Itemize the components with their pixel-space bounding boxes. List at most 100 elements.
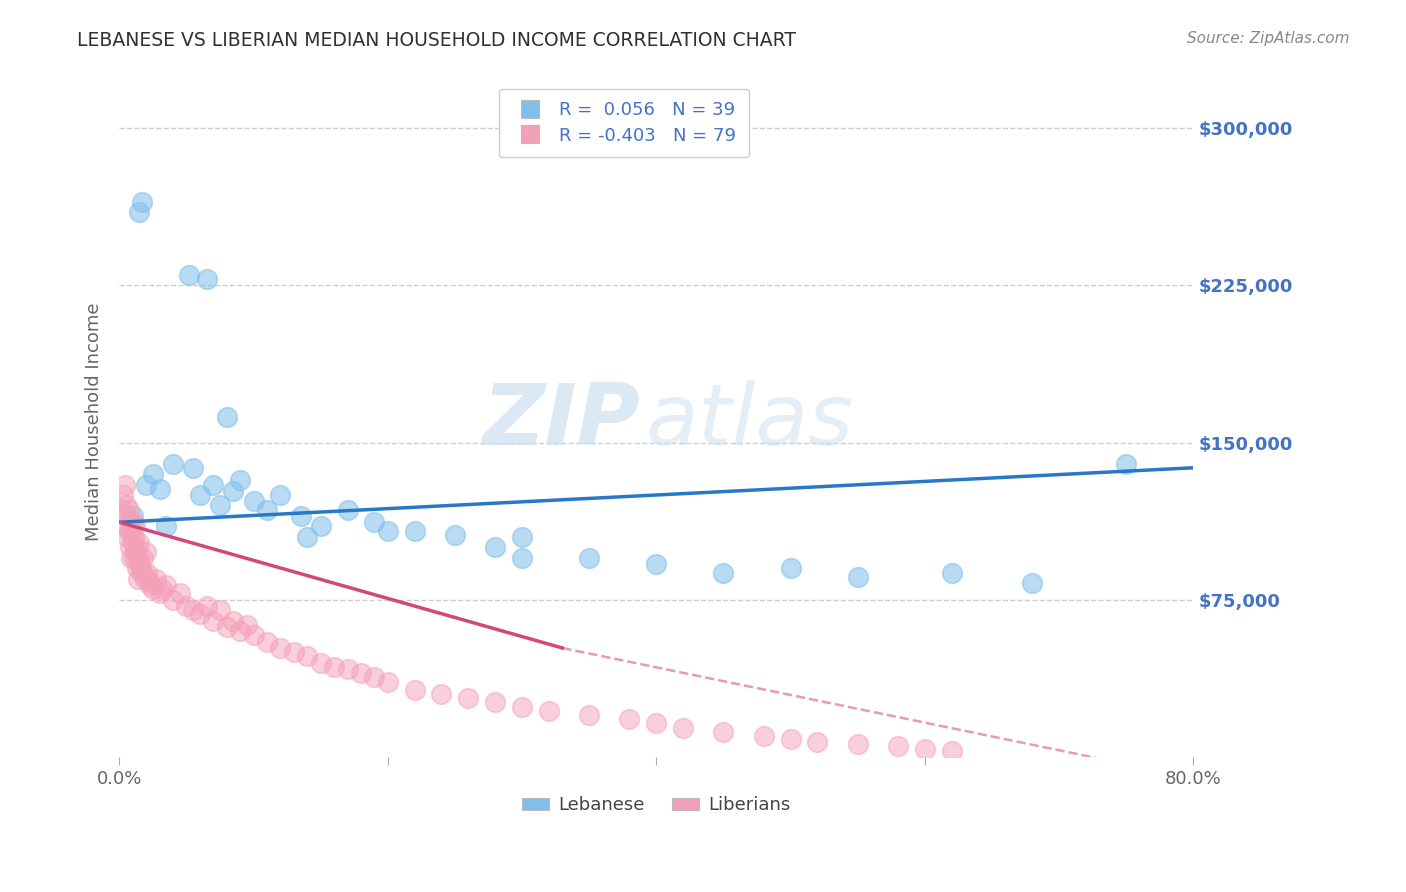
Point — [115, 499, 138, 513]
Point — [846, 570, 869, 584]
Point — [290, 508, 312, 523]
Point — [1115, 457, 1137, 471]
Point — [208, 499, 231, 513]
Point — [142, 582, 165, 597]
Point — [124, 519, 146, 533]
Point — [195, 599, 218, 613]
Point — [645, 716, 668, 731]
Point — [202, 614, 225, 628]
Y-axis label: Median Household Income: Median Household Income — [86, 302, 103, 541]
Point — [114, 477, 136, 491]
Point — [117, 530, 139, 544]
Point — [457, 691, 479, 706]
Point — [363, 515, 385, 529]
Point — [309, 656, 332, 670]
Point — [118, 515, 141, 529]
Point — [177, 268, 200, 282]
Point — [510, 699, 533, 714]
Point — [350, 666, 373, 681]
Point — [118, 524, 141, 538]
Point — [236, 618, 259, 632]
Point — [148, 586, 170, 600]
Point — [155, 519, 177, 533]
Point — [139, 578, 162, 592]
Point — [121, 515, 143, 529]
Point — [208, 603, 231, 617]
Point — [215, 410, 238, 425]
Point — [297, 530, 319, 544]
Point — [779, 561, 801, 575]
Point — [121, 536, 143, 550]
Point — [256, 502, 278, 516]
Point — [484, 541, 506, 555]
Point — [256, 634, 278, 648]
Text: Source: ZipAtlas.com: Source: ZipAtlas.com — [1187, 31, 1350, 46]
Point — [111, 502, 134, 516]
Point — [112, 488, 135, 502]
Legend: Lebanese, Liberians: Lebanese, Liberians — [515, 789, 797, 822]
Point — [122, 530, 145, 544]
Point — [162, 592, 184, 607]
Point — [181, 460, 204, 475]
Point — [672, 721, 695, 735]
Point — [941, 744, 963, 758]
Point — [619, 712, 641, 726]
Point — [202, 477, 225, 491]
Point — [125, 561, 148, 575]
Point — [169, 586, 191, 600]
Point — [222, 614, 245, 628]
Point — [188, 488, 211, 502]
Point — [120, 550, 142, 565]
Point — [162, 457, 184, 471]
Point — [887, 739, 910, 754]
Point — [155, 578, 177, 592]
Point — [128, 205, 150, 219]
Point — [309, 519, 332, 533]
Point — [121, 508, 143, 523]
Text: ZIP: ZIP — [482, 380, 640, 463]
Point — [846, 738, 869, 752]
Point — [124, 544, 146, 558]
Point — [430, 687, 453, 701]
Point — [645, 557, 668, 571]
Point — [297, 649, 319, 664]
Point — [122, 550, 145, 565]
Point — [128, 536, 150, 550]
Point — [336, 662, 359, 676]
Point — [127, 572, 149, 586]
Point — [323, 660, 346, 674]
Point — [150, 582, 173, 597]
Point — [578, 550, 600, 565]
Point — [404, 524, 426, 538]
Point — [117, 508, 139, 523]
Point — [215, 620, 238, 634]
Text: LEBANESE VS LIBERIAN MEDIAN HOUSEHOLD INCOME CORRELATION CHART: LEBANESE VS LIBERIAN MEDIAN HOUSEHOLD IN… — [77, 31, 796, 50]
Point — [222, 483, 245, 498]
Point — [181, 603, 204, 617]
Point — [914, 741, 936, 756]
Point — [135, 477, 157, 491]
Point — [242, 628, 264, 642]
Point — [510, 550, 533, 565]
Point — [1021, 576, 1043, 591]
Point — [377, 524, 399, 538]
Point — [142, 467, 165, 481]
Point — [132, 550, 155, 565]
Point — [444, 528, 467, 542]
Point — [145, 572, 167, 586]
Point — [176, 599, 198, 613]
Point — [806, 735, 828, 749]
Point — [135, 544, 157, 558]
Point — [363, 670, 385, 684]
Point — [713, 724, 735, 739]
Point — [134, 572, 156, 586]
Point — [779, 732, 801, 747]
Point — [283, 645, 305, 659]
Point — [125, 541, 148, 555]
Point — [269, 640, 291, 655]
Point — [377, 674, 399, 689]
Point — [195, 272, 218, 286]
Point — [336, 502, 359, 516]
Point — [941, 566, 963, 580]
Text: atlas: atlas — [645, 380, 853, 463]
